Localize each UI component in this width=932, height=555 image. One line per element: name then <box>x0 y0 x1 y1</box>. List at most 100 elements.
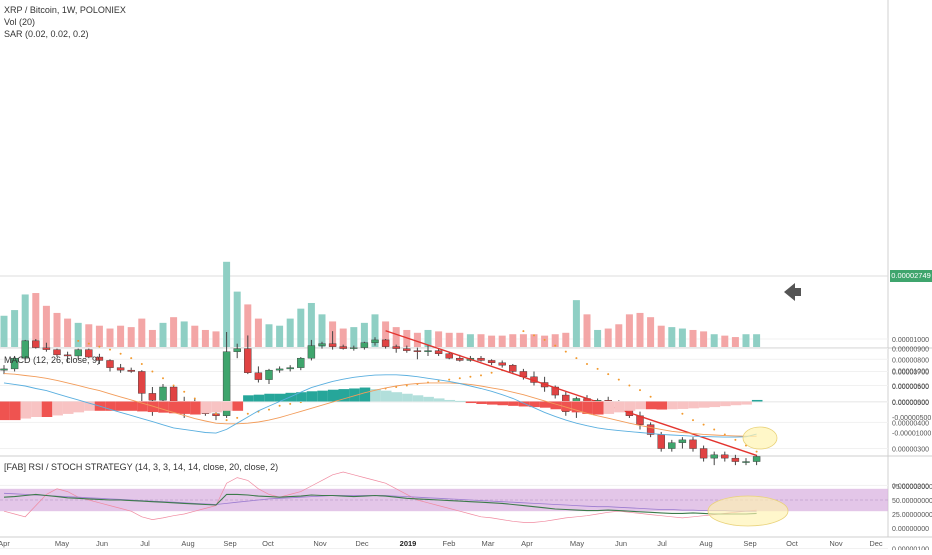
macd-histogram-bar <box>73 401 85 413</box>
candle-body <box>275 368 284 371</box>
macd-histogram-bar <box>243 395 254 402</box>
candle <box>710 451 718 466</box>
macd-histogram-bar <box>0 401 10 421</box>
macd-histogram-bar <box>137 401 148 412</box>
time-tick-label: Apr <box>0 539 10 548</box>
candle-body <box>85 349 93 358</box>
macd-histogram-bar <box>62 401 74 414</box>
sar-dot <box>490 371 493 374</box>
candle <box>424 344 432 356</box>
candle <box>498 360 506 368</box>
macd-histogram-bar <box>41 401 53 417</box>
volume-bar <box>307 302 315 347</box>
sar-dot <box>130 357 133 360</box>
volume-bar <box>678 328 686 347</box>
candle-body <box>95 356 104 361</box>
macd-legend: MACD (12, 26, close, 9) <box>4 355 101 365</box>
time-tick-label: Apr <box>521 539 533 548</box>
volume-bar <box>583 314 591 347</box>
candle <box>668 439 676 452</box>
macd-tick-label: 0.00000000 <box>892 400 929 407</box>
sar-dot <box>246 412 249 415</box>
macd-histogram-bar <box>349 388 360 402</box>
volume-bar <box>551 334 559 347</box>
candle-body <box>498 362 506 366</box>
candle-body <box>710 454 718 459</box>
candle-body <box>63 354 72 357</box>
macd-histogram-bar <box>179 401 191 414</box>
sar-dot <box>692 419 694 422</box>
sar-dot <box>480 374 482 377</box>
volume-bar <box>244 304 252 347</box>
volume-bar <box>297 308 305 347</box>
time-tick-label: May <box>570 539 584 548</box>
price-tick-label: 0.00000900 <box>892 347 929 354</box>
volume-bar <box>413 332 421 347</box>
volume-bar <box>138 318 146 347</box>
macd-tick-label: -0.00001000 <box>892 431 931 438</box>
sar-dot <box>215 412 217 415</box>
candle-body <box>53 349 61 356</box>
sar-dot <box>628 384 631 387</box>
candle <box>636 411 644 430</box>
volume-bar <box>350 327 358 347</box>
volume-bar <box>424 329 432 347</box>
volume-bar <box>106 328 114 347</box>
macd-histogram-bar <box>476 401 487 404</box>
volume-bar <box>477 334 485 347</box>
candle-body <box>381 339 390 347</box>
macd-histogram-bar <box>720 401 731 407</box>
volume-bar <box>254 318 262 347</box>
volume-bar <box>456 332 464 347</box>
candle <box>392 344 400 353</box>
sar-dot <box>617 378 620 381</box>
time-tick-label: Mar <box>482 539 495 548</box>
volume-bar <box>53 312 61 347</box>
volume-bar <box>519 334 527 347</box>
time-tick-label: Nov <box>313 539 327 548</box>
macd-histogram-bar <box>380 390 392 402</box>
candle-body <box>286 367 294 370</box>
volume-bar <box>445 332 453 347</box>
volume-bar <box>604 328 612 347</box>
sar-dot <box>162 377 164 380</box>
left-arrow-icon <box>784 283 801 301</box>
candle <box>275 366 284 373</box>
candle <box>85 348 93 359</box>
macd-histogram-bar <box>624 401 636 411</box>
macd-histogram-bar <box>751 399 763 402</box>
macd-histogram-bar <box>603 401 615 414</box>
sar-dot <box>575 357 578 360</box>
price-tick-label: 0.00000200 <box>892 483 929 490</box>
price-tick-label: 0.00001000 <box>892 337 929 344</box>
macd-tick-label: 0.00001000 <box>892 369 929 376</box>
volume-bar <box>180 321 188 347</box>
sar-dot <box>543 338 546 341</box>
time-tick-label: Dec <box>355 539 369 548</box>
candle-body <box>32 340 40 348</box>
candle-body <box>392 346 400 349</box>
candle <box>297 357 305 371</box>
macd-histogram-bar <box>126 401 138 411</box>
volume-bar <box>594 329 602 347</box>
volume-bar <box>95 325 103 347</box>
macd-histogram-bar <box>497 401 509 406</box>
volume-bar <box>435 331 443 347</box>
legend-main: XRP / Bitcoin, 1W, POLONIEX Vol (20) SAR… <box>4 4 126 40</box>
candle-body <box>509 364 517 372</box>
candle-body <box>106 360 114 368</box>
sar-dot <box>109 348 111 351</box>
sar-label: SAR (0.02, 0.02, 0.2) <box>4 29 89 39</box>
candle <box>477 355 485 362</box>
time-tick-label: Dec <box>869 539 883 548</box>
sar-dot <box>225 419 228 422</box>
macd-histogram-bar <box>370 389 381 402</box>
sar-dot <box>98 345 101 348</box>
macd-histogram-bar <box>20 401 32 419</box>
price-tick-label: 0.00000100 <box>892 547 929 551</box>
macd-histogram-bar <box>9 401 21 421</box>
macd-histogram-bar <box>730 401 742 406</box>
time-tick-label: Oct <box>262 539 275 548</box>
